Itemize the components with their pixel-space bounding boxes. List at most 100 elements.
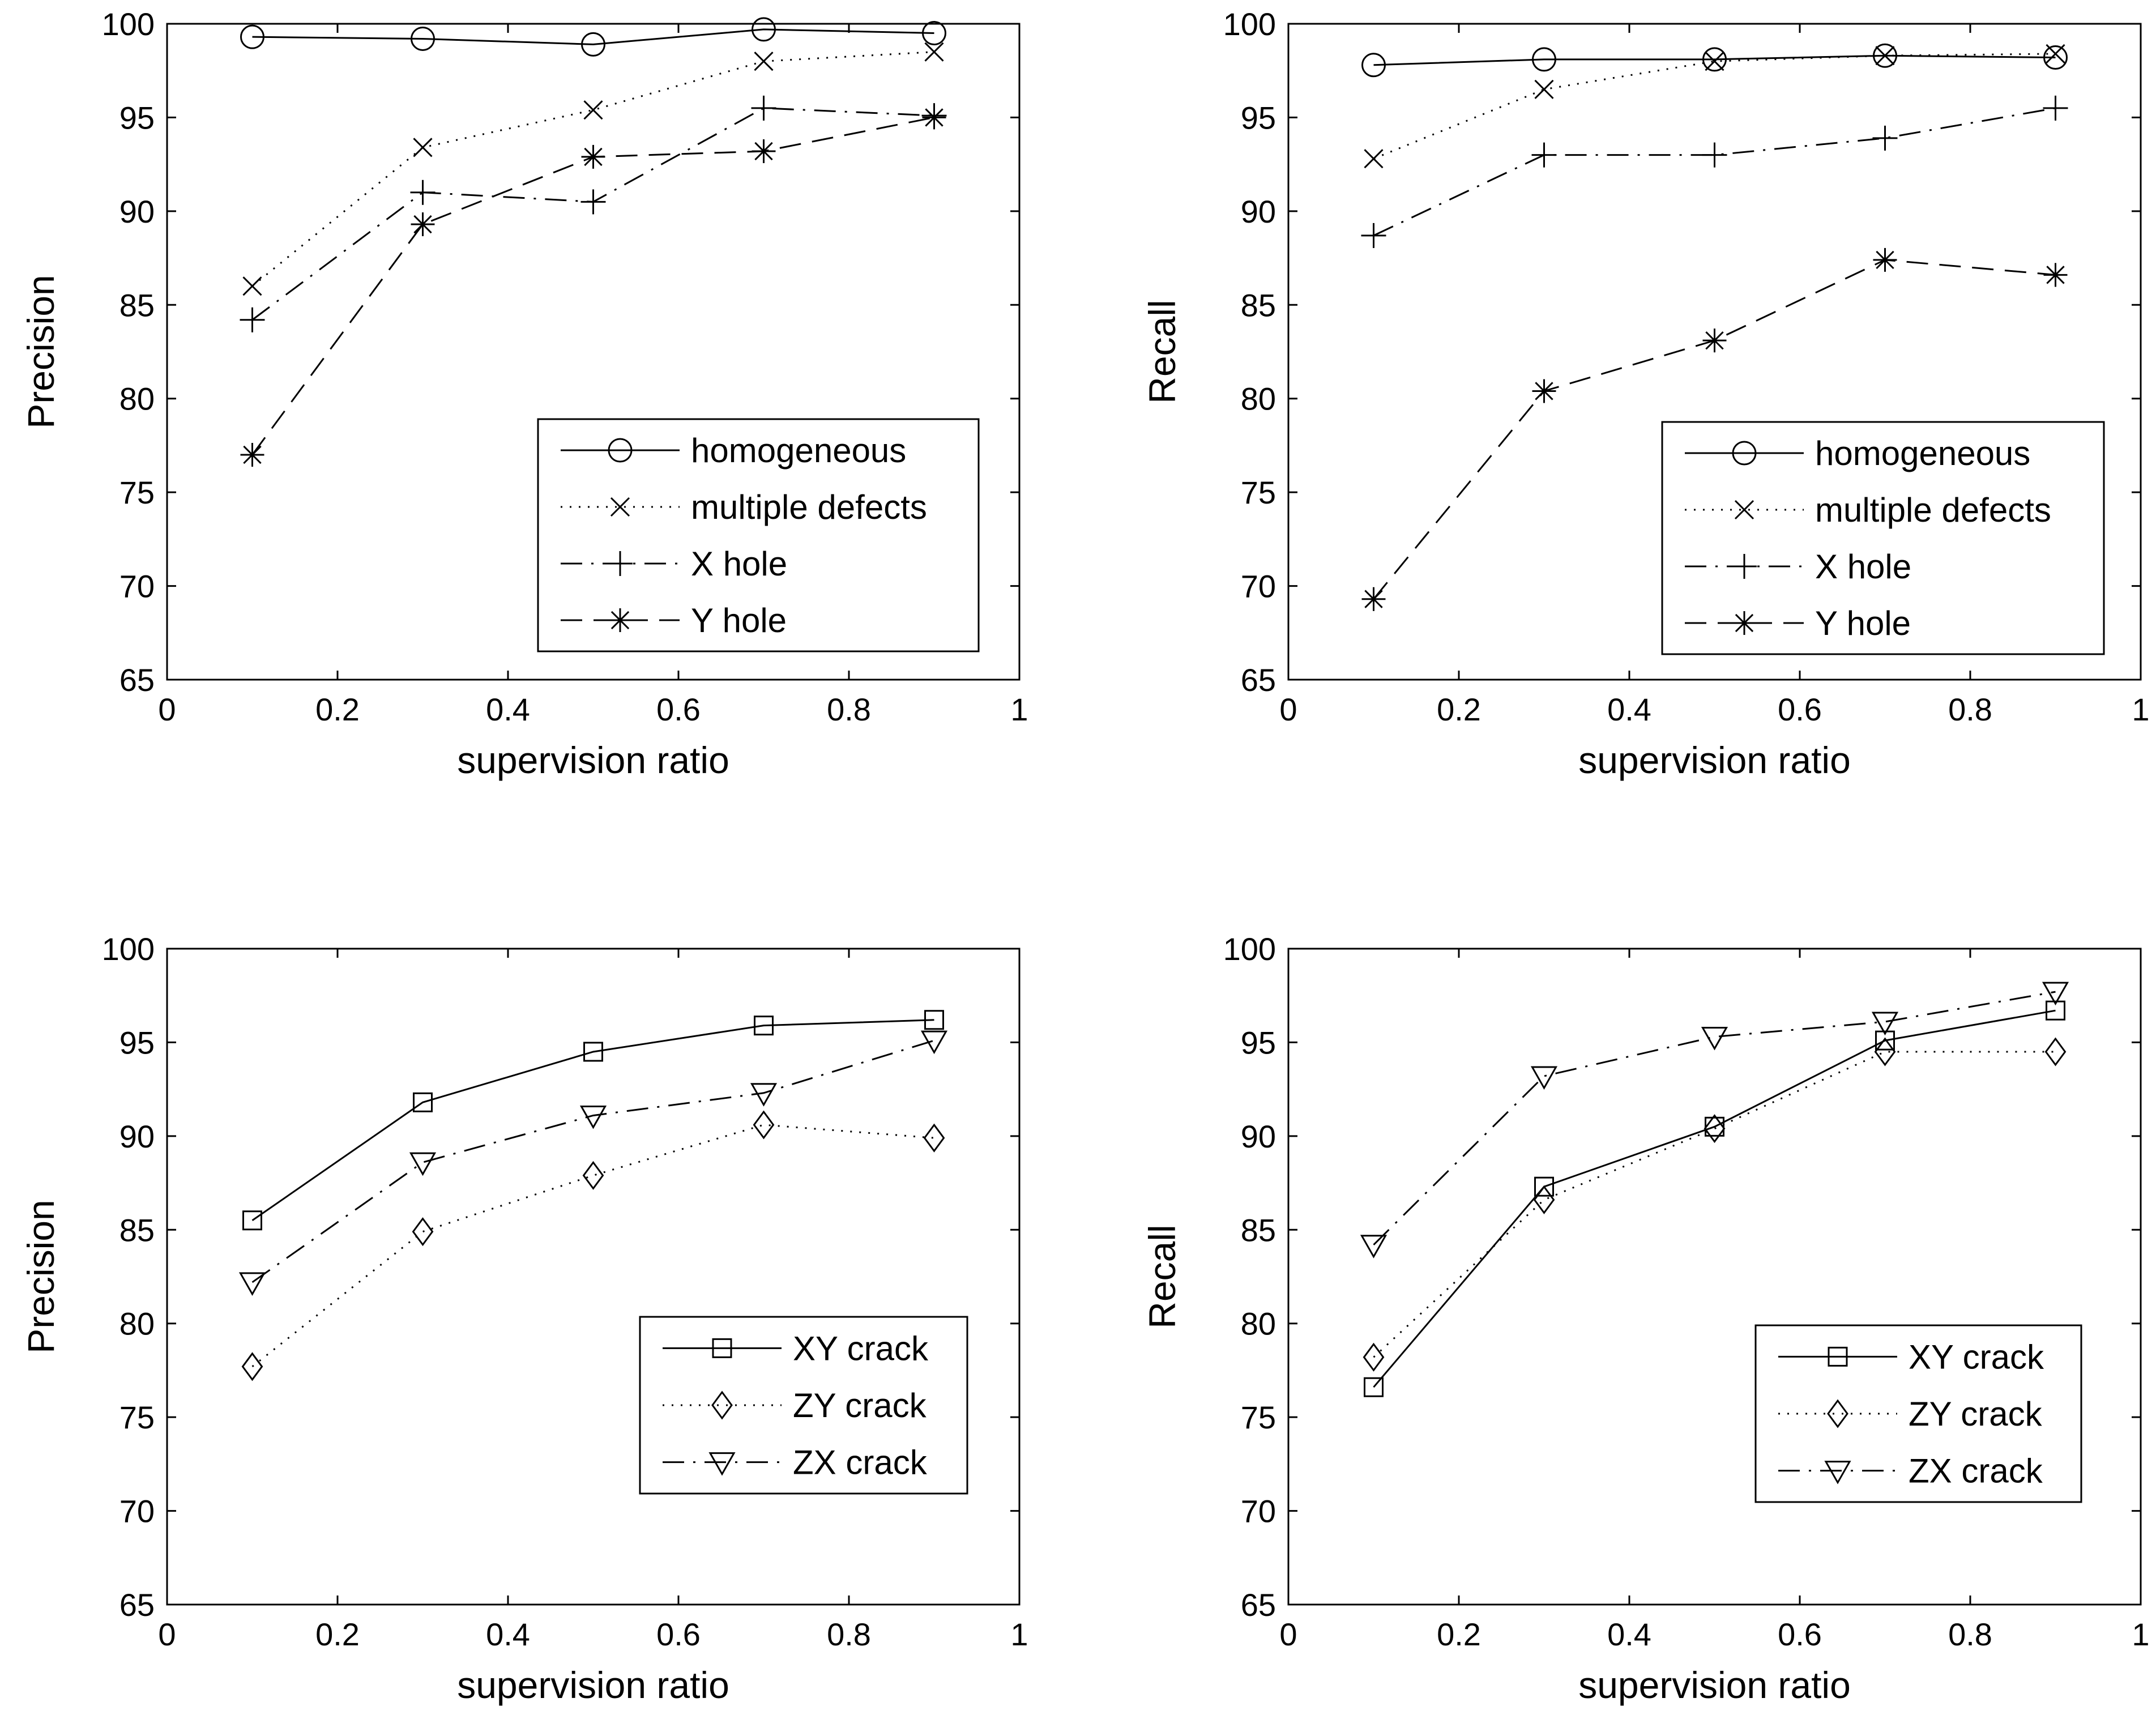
series-multiple-defects bbox=[242, 42, 944, 296]
data-point-xy-crack bbox=[754, 1016, 774, 1036]
data-point-homogeneous bbox=[1873, 43, 1897, 68]
data-point-y-hole bbox=[752, 139, 776, 163]
legend-label-y-hole: Y hole bbox=[691, 601, 787, 639]
x-tick-label: 1 bbox=[2132, 692, 2149, 727]
x-axis-label: supervision ratio bbox=[457, 1664, 729, 1706]
data-point-homogeneous bbox=[411, 26, 435, 51]
x-tick-label: 0.6 bbox=[656, 692, 701, 727]
series-line-zy-crack bbox=[1373, 1051, 2056, 1358]
x-tick-label: 0 bbox=[158, 692, 176, 727]
y-tick-label: 95 bbox=[1241, 100, 1276, 135]
data-point-x-hole bbox=[1531, 142, 1557, 168]
legend-marker-xy-crack bbox=[1828, 1346, 1848, 1367]
y-tick-label: 90 bbox=[119, 1119, 155, 1154]
data-point-zx-crack bbox=[579, 1105, 607, 1129]
data-point-zy-crack bbox=[241, 1352, 263, 1381]
data-point-homogeneous bbox=[1361, 53, 1386, 78]
data-point-multiple-defects bbox=[1875, 46, 1895, 66]
legend-marker-zx-crack bbox=[708, 1452, 736, 1476]
y-tick-label: 80 bbox=[1241, 381, 1276, 417]
series-line-multiple-defects bbox=[251, 51, 934, 287]
data-point-zx-crack bbox=[1360, 1235, 1387, 1258]
series-line-x-hole bbox=[1373, 107, 2056, 237]
y-tick-label: 70 bbox=[119, 1494, 155, 1529]
series-y-hole bbox=[240, 105, 946, 467]
series-line-homogeneous bbox=[252, 28, 934, 45]
data-point-homogeneous bbox=[752, 17, 776, 42]
y-tick-label: 90 bbox=[1241, 1119, 1276, 1154]
series-homogeneous bbox=[1361, 43, 2068, 78]
x-tick-label: 0.8 bbox=[827, 1616, 871, 1652]
data-point-y-hole bbox=[1702, 329, 1727, 353]
series-homogeneous bbox=[240, 17, 946, 57]
y-tick-label: 85 bbox=[1241, 1212, 1276, 1248]
legend-marker-multiple-defects bbox=[1734, 500, 1754, 520]
x-tick-label: 0.4 bbox=[1607, 1616, 1651, 1652]
legend-label-xy-crack: XY crack bbox=[1909, 1338, 2044, 1376]
y-tick-label: 75 bbox=[119, 475, 155, 510]
plot-area-frame bbox=[1287, 23, 2142, 681]
data-point-zx-crack bbox=[1530, 1066, 1558, 1090]
legend-label-homogeneous: homogeneous bbox=[691, 432, 906, 470]
data-point-x-hole bbox=[1702, 142, 1727, 168]
legend: XY crack ZY crack ZX crack bbox=[639, 1316, 968, 1495]
legend-box bbox=[639, 1316, 968, 1495]
legend-label-y-hole: Y hole bbox=[1815, 604, 1911, 642]
plot-area-frame bbox=[1287, 948, 2142, 1606]
series-line-zx-crack bbox=[1373, 991, 2056, 1245]
y-tick-label: 100 bbox=[102, 931, 155, 967]
data-point-xy-crack bbox=[924, 1010, 944, 1030]
data-point-homogeneous bbox=[922, 21, 946, 46]
data-point-multiple-defects bbox=[924, 42, 944, 62]
legend: homogeneous multiple defects X hole Y hole bbox=[1661, 421, 2105, 655]
legend: XY crack ZY crack ZX crack bbox=[1754, 1324, 2082, 1503]
series-line-xy-crack bbox=[251, 1019, 934, 1221]
x-tick-label: 1 bbox=[2132, 1616, 2149, 1652]
legend-label-x-hole: X hole bbox=[1815, 548, 1911, 586]
y-tick-label: 70 bbox=[119, 569, 155, 604]
data-point-zy-crack bbox=[923, 1123, 945, 1153]
y-tick-label: 75 bbox=[1241, 1400, 1276, 1435]
y-tick-label: 65 bbox=[119, 662, 155, 698]
y-tick-label: 100 bbox=[1223, 6, 1276, 42]
y-tick-label: 75 bbox=[119, 1400, 155, 1435]
y-tick-label: 100 bbox=[102, 6, 155, 42]
data-point-homogeneous bbox=[1532, 47, 1556, 72]
data-point-x-hole bbox=[751, 95, 776, 121]
data-point-zy-crack bbox=[2044, 1037, 2067, 1066]
data-point-zy-crack bbox=[1533, 1185, 1555, 1214]
x-axis-label: supervision ratio bbox=[457, 739, 729, 781]
x-tick-label: 0.4 bbox=[486, 1616, 530, 1652]
series-x-hole bbox=[1361, 95, 2068, 248]
data-point-homogeneous bbox=[1702, 47, 1727, 72]
legend-marker-y-hole bbox=[1732, 611, 1756, 635]
legend-marker-xy-crack bbox=[712, 1338, 732, 1358]
y-tick-label: 95 bbox=[1241, 1025, 1276, 1060]
y-tick-label: 95 bbox=[119, 100, 155, 135]
chart-top-right: 0 0.2 0.4 0.6 0.8 1 65 70 75 80 85 90 95 100 supervisi… bbox=[1141, 6, 2150, 781]
x-tick-label: 0 bbox=[158, 1616, 176, 1652]
x-tick-label: 0.2 bbox=[1437, 1616, 1481, 1652]
data-point-multiple-defects bbox=[583, 100, 603, 120]
legend-label-xy-crack: XY crack bbox=[793, 1329, 929, 1367]
data-point-xy-crack bbox=[1875, 1030, 1895, 1051]
series-xy-crack bbox=[242, 1010, 944, 1231]
legend-label-multiple-defects: multiple defects bbox=[691, 488, 927, 526]
data-point-multiple-defects bbox=[242, 276, 262, 296]
data-point-homogeneous bbox=[2043, 45, 2068, 70]
series-line-xy-crack bbox=[1373, 1009, 2056, 1388]
data-point-y-hole bbox=[1532, 379, 1556, 403]
y-tick-label: 85 bbox=[119, 1212, 155, 1248]
data-point-y-hole bbox=[2043, 263, 2068, 287]
y-tick-label: 80 bbox=[119, 1306, 155, 1342]
data-point-zy-crack bbox=[1704, 1114, 1726, 1144]
y-tick-label: 90 bbox=[119, 194, 155, 229]
data-point-zx-crack bbox=[920, 1030, 948, 1055]
x-tick-label: 0.2 bbox=[1437, 692, 1481, 727]
y-tick-label: 65 bbox=[1241, 1587, 1276, 1623]
legend-marker-x-hole bbox=[1732, 554, 1757, 579]
data-point-y-hole bbox=[581, 144, 605, 169]
series-line-homogeneous bbox=[1373, 54, 2056, 66]
legend-box bbox=[1754, 1324, 2082, 1503]
plot-area-frame bbox=[166, 948, 1021, 1606]
